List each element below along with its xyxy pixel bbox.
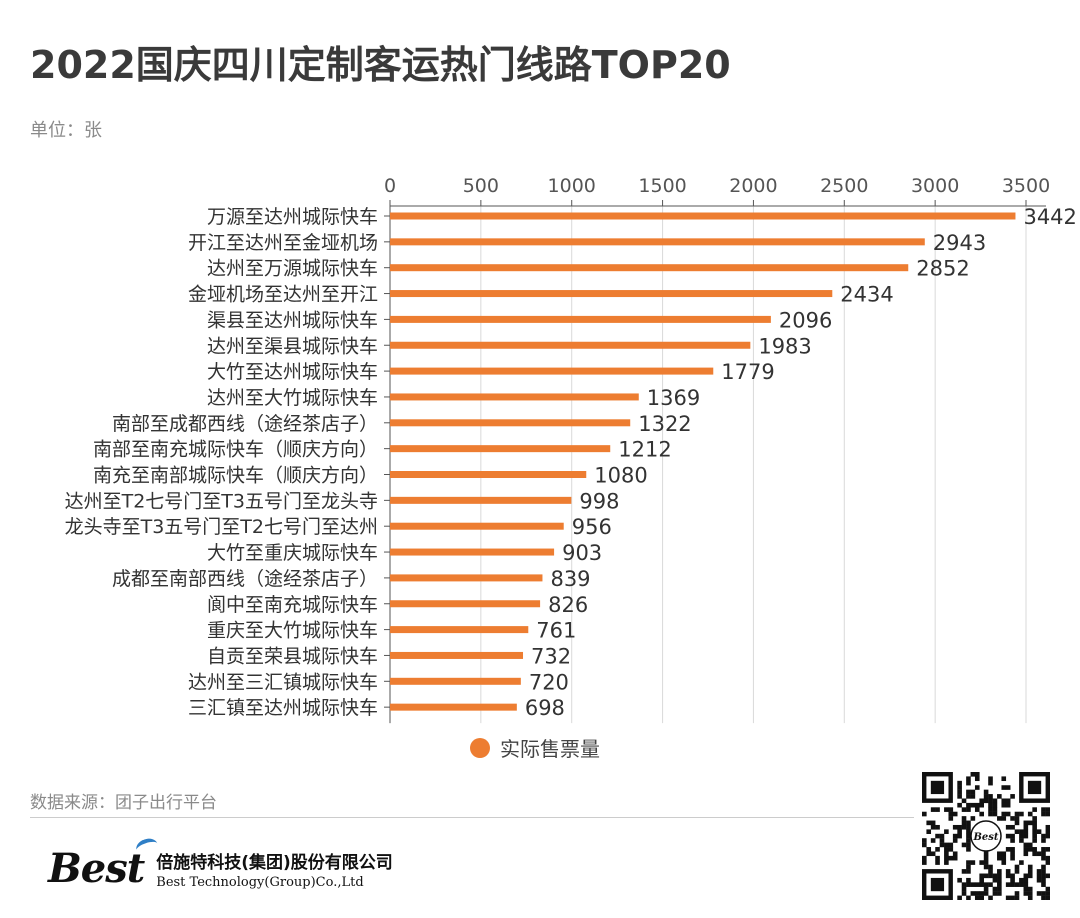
- bar: [390, 341, 751, 349]
- value-label: 698: [525, 696, 565, 720]
- x-tick-label: 3500: [1002, 175, 1050, 197]
- x-tick-label: 2000: [729, 175, 777, 197]
- value-label: 1779: [721, 360, 774, 384]
- category-label: 自贡至荣县城际快车: [207, 645, 378, 667]
- bar: [390, 703, 517, 711]
- value-label: 839: [550, 567, 590, 591]
- value-label: 2434: [840, 283, 893, 307]
- category-label: 达州至T2七号门至T3五号门至龙头寺: [65, 490, 378, 512]
- bar: [390, 264, 909, 272]
- category-label: 阆中至南充城际快车: [207, 594, 378, 616]
- qr-center-label: Best: [972, 832, 998, 843]
- legend-marker: [470, 737, 490, 758]
- bar: [390, 626, 529, 634]
- bar: [390, 548, 555, 556]
- bar: [390, 393, 639, 401]
- bar: [390, 212, 1016, 220]
- bar: [390, 574, 543, 582]
- value-label: 1080: [594, 464, 647, 488]
- category-label: 大竹至重庆城际快车: [207, 542, 378, 564]
- bar: [390, 290, 833, 298]
- value-label: 2096: [779, 308, 832, 332]
- bar: [390, 367, 714, 375]
- bar: [390, 651, 524, 659]
- legend-label: 实际售票量: [500, 737, 600, 761]
- x-tick-label: 3000: [911, 175, 959, 197]
- bar: [390, 315, 771, 323]
- value-label: 761: [536, 619, 576, 643]
- value-label: 1212: [618, 438, 671, 462]
- category-label: 万源至达州城际快车: [207, 206, 378, 228]
- category-label: 南部至南充城际快车（顺庆方向）: [93, 439, 378, 461]
- category-label: 南充至南部城际快车（顺庆方向）: [93, 465, 378, 487]
- category-label: 龙头寺至T3五号门至T2七号门至达州: [65, 516, 378, 538]
- category-label: 南部至成都西线（途经茶店子）: [112, 413, 378, 435]
- value-label: 903: [562, 541, 602, 565]
- bar: [390, 445, 611, 453]
- x-tick-label: 500: [463, 175, 499, 197]
- category-label: 三汇镇至达州城际快车: [188, 697, 378, 719]
- category-label: 开江至达州至金垭机场: [188, 232, 378, 254]
- company-name-en: Best Technology(Group)Co.,Ltd: [156, 874, 364, 890]
- bar: [390, 522, 564, 530]
- category-label: 重庆至大竹城际快车: [207, 620, 378, 642]
- bar: [390, 419, 631, 427]
- footer-divider: [30, 817, 914, 818]
- value-label: 3442: [1023, 205, 1076, 229]
- value-label: 826: [548, 593, 588, 617]
- legend: 实际售票量: [470, 733, 600, 762]
- chart-title: 2022国庆四川定制客运热门线路TOP20: [30, 43, 731, 87]
- value-label: 1369: [647, 386, 700, 410]
- bar: [390, 496, 572, 504]
- value-label: 732: [531, 644, 571, 668]
- value-label: 2943: [933, 231, 986, 255]
- best-logo-mark: Best: [48, 845, 145, 892]
- bar-chart: 0 500 1000 1500 2000 2500 3000 3500 万源至达州城际快车 344…: [65, 175, 1077, 724]
- category-label: 大竹至达州城际快车: [207, 361, 378, 383]
- value-label: 956: [572, 515, 612, 539]
- category-label: 成都至南部西线（途经茶店子）: [112, 568, 378, 590]
- unit-label: 单位：张: [30, 120, 102, 141]
- category-label: 达州至三汇镇城际快车: [188, 671, 378, 693]
- bar: [390, 238, 925, 246]
- value-label: 2852: [916, 257, 969, 281]
- category-label: 达州至万源城际快车: [207, 258, 378, 280]
- category-label: 金垭机场至达州至开江: [188, 284, 378, 306]
- x-tick-label: 2500: [820, 175, 868, 197]
- bar: [390, 677, 521, 685]
- category-label: 达州至大竹城际快车: [207, 387, 378, 409]
- data-source: 数据来源：团子出行平台: [30, 793, 217, 813]
- x-tick-label: 0: [384, 175, 396, 197]
- x-tick-label: 1000: [548, 175, 596, 197]
- qr-code-icon: Best: [922, 772, 1050, 900]
- x-tick-label: 1500: [638, 175, 686, 197]
- company-logo: Best 倍施特科技(集团)股份有限公司 Best Technology(Gro…: [48, 835, 393, 892]
- bar: [390, 471, 587, 478]
- value-label: 1322: [638, 412, 691, 436]
- category-label: 达州至渠县城际快车: [207, 335, 378, 357]
- value-label: 998: [579, 489, 619, 513]
- value-label: 1983: [758, 334, 811, 358]
- category-label: 渠县至达州城际快车: [207, 309, 378, 331]
- value-label: 720: [529, 670, 569, 694]
- bar: [390, 600, 541, 608]
- company-name-cn: 倍施特科技(集团)股份有限公司: [156, 852, 393, 873]
- qr-center-badge: [970, 820, 1002, 852]
